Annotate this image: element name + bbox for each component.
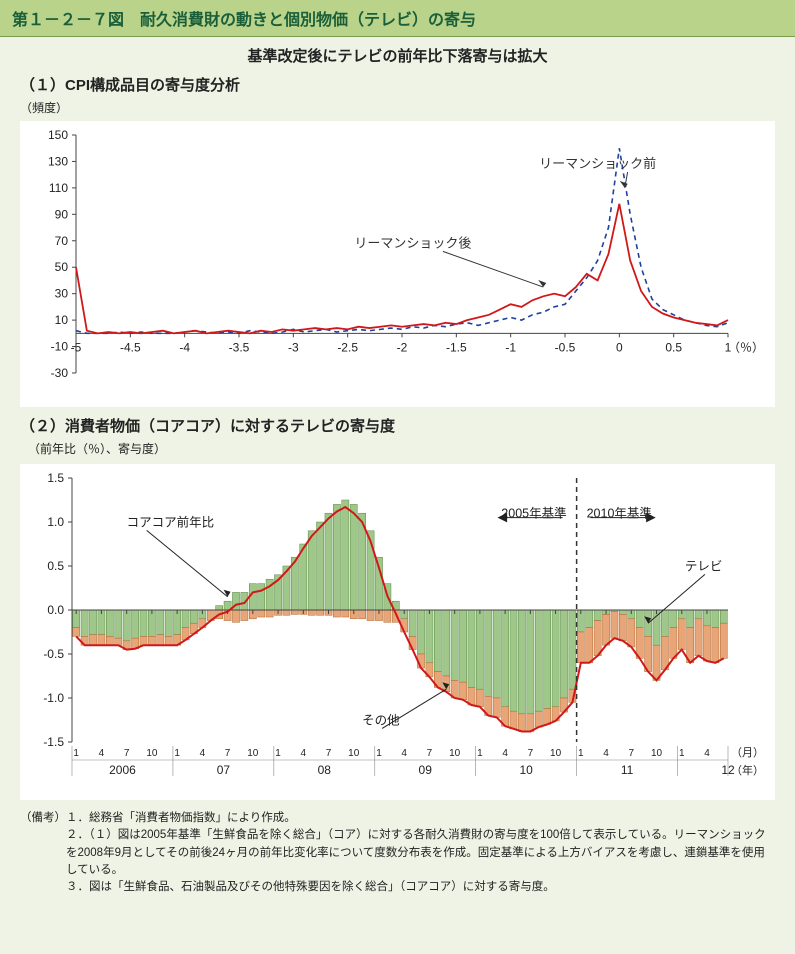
svg-text:90: 90 <box>55 207 69 221</box>
note-3: ３．図は「生鮮食品、石油製品及びその他特殊要因を除く総合」（コアコア）に対する寄… <box>66 879 775 896</box>
svg-text:1: 1 <box>376 748 382 759</box>
svg-text:10: 10 <box>55 313 69 327</box>
notes-head: （備考） <box>20 810 66 827</box>
svg-text:70: 70 <box>55 234 69 248</box>
svg-text:-2.5: -2.5 <box>337 340 358 354</box>
svg-text:リーマンショック後: リーマンショック後 <box>354 235 471 250</box>
svg-text:08: 08 <box>318 763 332 777</box>
svg-text:-1.5: -1.5 <box>446 340 467 354</box>
svg-text:7: 7 <box>629 748 635 759</box>
chart2-area: -1.5 -1.0 -0.5 0.0 0.5 1.0 1.5 1 4 7 10 2006 1 4 7 10 07… <box>20 464 775 800</box>
svg-text:（年）: （年） <box>731 763 764 777</box>
svg-text:-1: -1 <box>505 340 516 354</box>
chart1-svg: -30-101030507090110130150-5-4.5-4-3.5-3-… <box>28 129 768 399</box>
svg-text:2010年基準: 2010年基準 <box>587 506 652 521</box>
svg-text:130: 130 <box>48 154 68 168</box>
svg-text:7: 7 <box>427 748 433 759</box>
svg-text:1: 1 <box>679 748 685 759</box>
chart2-title: （２）消費者物価（コアコア）に対するテレビの寄与度 <box>0 411 795 440</box>
svg-text:10: 10 <box>146 748 158 759</box>
svg-text:150: 150 <box>48 129 68 142</box>
svg-text:110: 110 <box>49 181 68 195</box>
svg-text:10: 10 <box>651 748 663 759</box>
chart1-title: （１）CPI構成品目の寄与度分析 <box>0 70 795 99</box>
svg-text:4: 4 <box>301 748 307 759</box>
svg-text:10: 10 <box>247 748 259 759</box>
svg-text:10: 10 <box>348 748 360 759</box>
svg-text:（月）: （月） <box>731 746 764 759</box>
svg-text:4: 4 <box>603 748 609 759</box>
svg-text:10: 10 <box>449 748 461 759</box>
svg-text:（％）: （％） <box>728 340 764 354</box>
svg-text:1.0: 1.0 <box>47 515 64 529</box>
svg-text:2006: 2006 <box>109 763 136 777</box>
svg-text:1: 1 <box>477 748 483 759</box>
svg-text:4: 4 <box>401 748 407 759</box>
svg-text:0.5: 0.5 <box>665 340 682 354</box>
svg-text:-3.5: -3.5 <box>229 340 250 354</box>
svg-text:-1.0: -1.0 <box>43 691 64 705</box>
svg-text:リーマンショック前: リーマンショック前 <box>539 156 656 171</box>
svg-text:1: 1 <box>174 748 180 759</box>
svg-text:-5: -5 <box>71 340 82 354</box>
footnotes: （備考）１．総務省「消費者物価指数」により作成。 （備考）２．（１）図は2005… <box>0 804 795 896</box>
svg-text:7: 7 <box>225 748 231 759</box>
svg-text:-0.5: -0.5 <box>555 340 576 354</box>
svg-text:7: 7 <box>528 748 534 759</box>
svg-text:10: 10 <box>519 763 533 777</box>
svg-text:-1.5: -1.5 <box>43 735 64 749</box>
svg-text:0: 0 <box>616 340 623 354</box>
svg-text:4: 4 <box>704 748 710 759</box>
svg-text:0.5: 0.5 <box>47 559 64 573</box>
svg-text:50: 50 <box>55 260 69 274</box>
chart1-area: -30-101030507090110130150-5-4.5-4-3.5-3-… <box>20 121 775 407</box>
svg-text:11: 11 <box>621 763 634 777</box>
svg-text:1: 1 <box>73 748 79 759</box>
svg-text:7: 7 <box>124 748 130 759</box>
svg-text:-0.5: -0.5 <box>43 647 64 661</box>
svg-text:コアコア前年比: コアコア前年比 <box>127 514 215 529</box>
svg-text:0.0: 0.0 <box>47 603 64 617</box>
svg-text:09: 09 <box>419 763 433 777</box>
svg-text:30: 30 <box>55 287 69 301</box>
note-1: １．総務省「消費者物価指数」により作成。 <box>66 810 775 827</box>
note-2: ２．（１）図は2005年基準「生鮮食品を除く総合」（コア）に対する各耐久消費財の… <box>66 827 775 879</box>
svg-text:-3: -3 <box>288 340 299 354</box>
svg-text:4: 4 <box>200 748 206 759</box>
chart2-ylabel: （前年比（％）、寄与度） <box>28 442 166 456</box>
figure-title: 第１－２－７図 耐久消費財の動きと個別物価（テレビ）の寄与 <box>0 0 795 37</box>
svg-text:-2: -2 <box>397 340 408 354</box>
svg-text:-4.5: -4.5 <box>120 340 141 354</box>
svg-text:1.5: 1.5 <box>47 472 64 485</box>
svg-text:4: 4 <box>502 748 508 759</box>
svg-text:-10: -10 <box>51 340 69 354</box>
svg-text:4: 4 <box>99 748 105 759</box>
svg-text:2005年基準: 2005年基準 <box>501 506 566 521</box>
svg-text:07: 07 <box>217 763 231 777</box>
chart2-svg: -1.5 -1.0 -0.5 0.0 0.5 1.0 1.5 1 4 7 10 2006 1 4 7 10 07… <box>28 472 768 792</box>
svg-text:-30: -30 <box>51 366 69 380</box>
svg-text:1: 1 <box>275 748 281 759</box>
svg-text:7: 7 <box>326 748 332 759</box>
svg-text:1: 1 <box>578 748 584 759</box>
svg-text:テレビ: テレビ <box>685 559 723 573</box>
chart1-ylabel: （頻度） <box>20 101 68 115</box>
svg-text:-4: -4 <box>179 340 190 354</box>
figure-subtitle: 基準改定後にテレビの前年比下落寄与は拡大 <box>0 37 795 70</box>
svg-text:10: 10 <box>550 748 562 759</box>
